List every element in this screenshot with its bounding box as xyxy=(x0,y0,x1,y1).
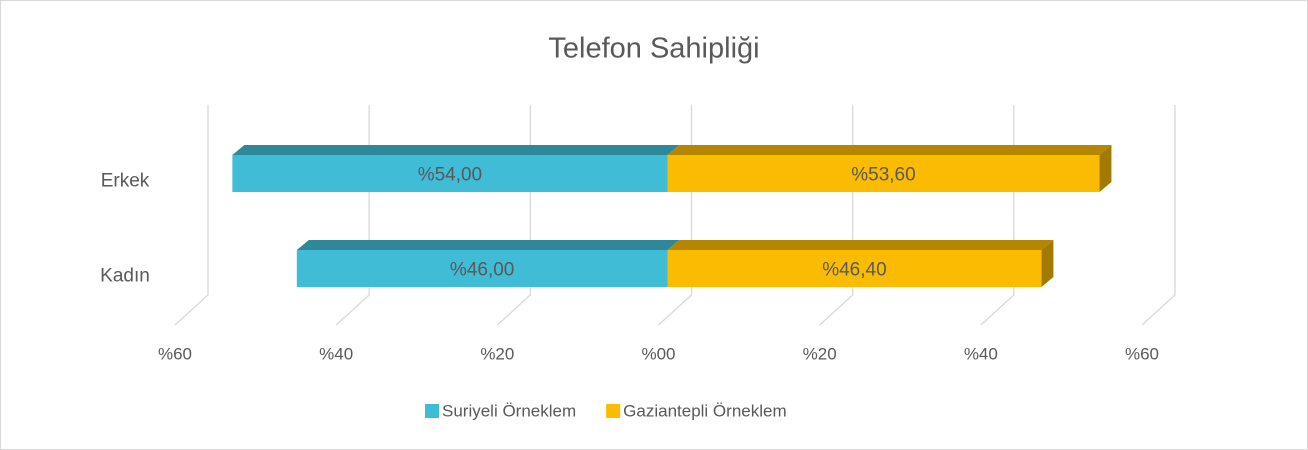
x-tick-label: %40 xyxy=(964,344,998,363)
x-tick-label: %60 xyxy=(158,344,192,363)
bar-top xyxy=(232,145,680,155)
bar-top xyxy=(296,240,680,250)
data-label: %46,00 xyxy=(450,260,514,281)
y-tick-label: Kadın xyxy=(100,266,150,287)
data-label: %54,00 xyxy=(418,165,482,186)
chart-title: Telefon Sahipliği xyxy=(548,33,759,65)
bar xyxy=(667,250,1042,287)
bar-side xyxy=(1041,240,1054,287)
x-tick-label: %20 xyxy=(803,344,837,363)
bar xyxy=(232,155,668,192)
bar-side xyxy=(1099,145,1112,192)
grid-line xyxy=(174,105,209,326)
bar xyxy=(667,155,1100,192)
grid-line xyxy=(1141,105,1176,326)
x-tick-label: %40 xyxy=(319,344,353,363)
x-tick-label: %20 xyxy=(480,344,514,363)
data-label: %53,60 xyxy=(851,165,915,186)
legend-label: Suriyeli Örneklem xyxy=(442,401,576,420)
bar-top xyxy=(667,240,1054,250)
x-tick-label: %60 xyxy=(1125,344,1159,363)
bar xyxy=(296,250,668,287)
legend-swatch xyxy=(606,404,621,418)
legend-label: Gaziantepli Örneklem xyxy=(623,401,786,420)
legend-swatch xyxy=(425,404,439,418)
x-tick-label: %00 xyxy=(641,344,675,363)
y-tick-label: Erkek xyxy=(101,171,150,192)
bar-top xyxy=(667,145,1112,155)
data-label: %46,40 xyxy=(822,260,886,281)
